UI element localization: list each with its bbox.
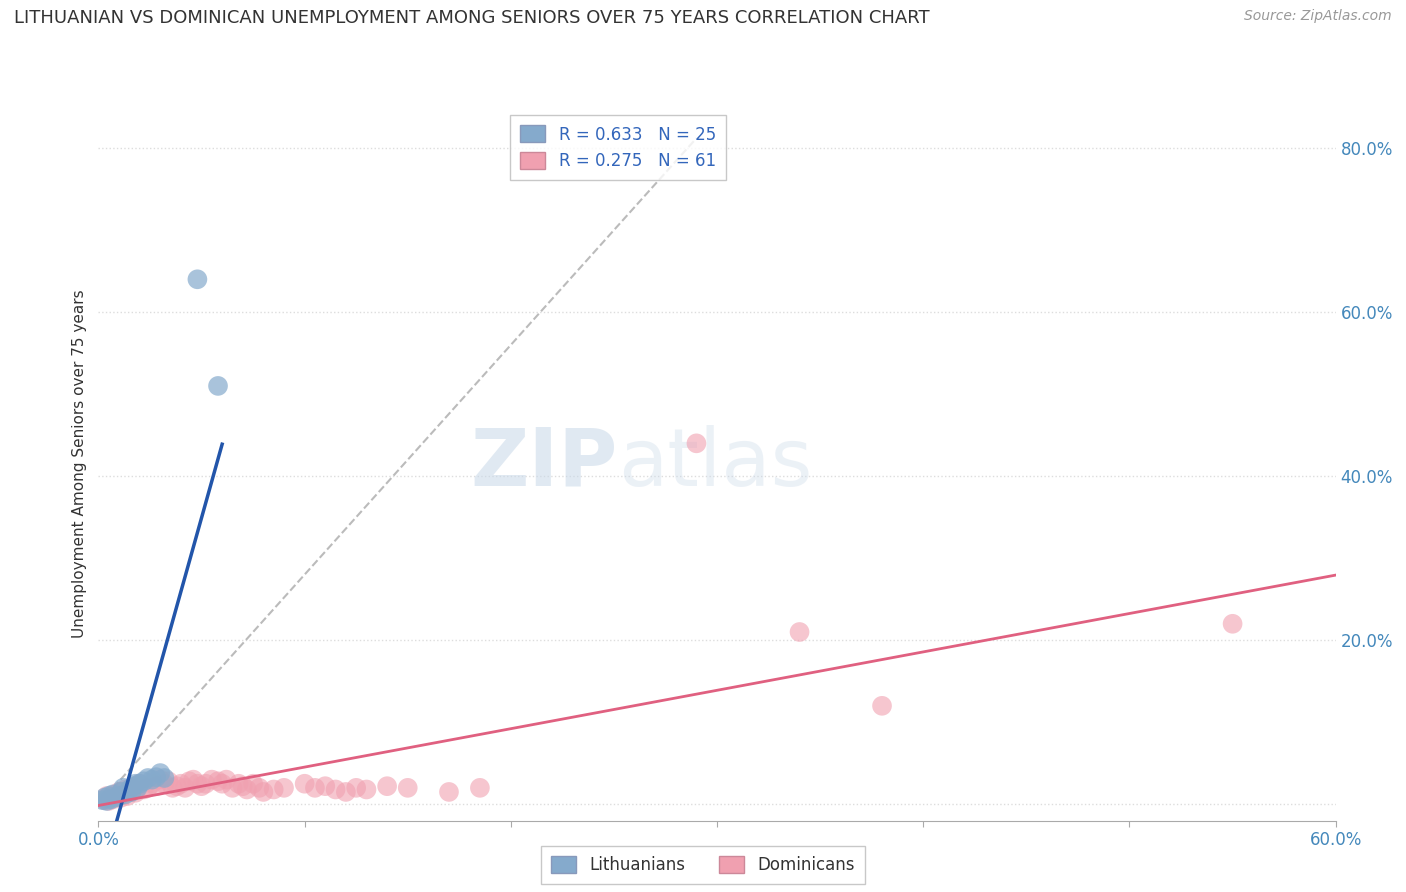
Point <box>179 774 201 789</box>
Point <box>149 766 172 780</box>
Point <box>96 789 118 803</box>
Point <box>117 789 139 803</box>
Point <box>247 780 270 795</box>
Point <box>112 780 135 795</box>
Point <box>101 788 124 802</box>
Point <box>211 777 233 791</box>
Point <box>127 780 149 795</box>
Point <box>789 625 811 640</box>
Point <box>100 790 122 805</box>
Point <box>221 780 243 795</box>
Point <box>108 785 131 799</box>
Point <box>110 785 132 799</box>
Point <box>190 779 212 793</box>
Point <box>252 785 274 799</box>
Point <box>104 790 127 805</box>
Point <box>118 785 141 799</box>
Point <box>110 790 132 805</box>
Point <box>108 789 131 803</box>
Point <box>201 772 224 787</box>
Legend: Lithuanians, Dominicans: Lithuanians, Dominicans <box>541 846 865 884</box>
Point <box>101 792 124 806</box>
Point <box>870 698 893 713</box>
Point <box>132 782 155 797</box>
Point <box>207 379 229 393</box>
Point <box>396 780 419 795</box>
Point <box>335 785 357 799</box>
Point <box>100 792 122 806</box>
Point <box>145 779 167 793</box>
Point <box>141 777 163 791</box>
Point <box>153 777 176 791</box>
Point <box>127 779 149 793</box>
Point <box>242 777 264 791</box>
Point <box>356 782 378 797</box>
Point <box>128 777 150 791</box>
Point <box>207 774 229 789</box>
Point <box>314 779 336 793</box>
Point <box>215 772 238 787</box>
Text: Source: ZipAtlas.com: Source: ZipAtlas.com <box>1244 9 1392 23</box>
Point <box>344 780 367 795</box>
Point <box>149 772 172 787</box>
Point <box>166 779 188 793</box>
Point <box>174 780 197 795</box>
Point <box>186 777 208 791</box>
Point <box>186 272 208 286</box>
Point <box>170 777 193 791</box>
Point <box>93 790 115 805</box>
Point <box>194 777 217 791</box>
Y-axis label: Unemployment Among Seniors over 75 years: Unemployment Among Seniors over 75 years <box>72 290 87 638</box>
Point <box>91 793 114 807</box>
Point <box>105 789 128 803</box>
Point <box>96 794 118 808</box>
Point <box>141 772 163 787</box>
Point <box>304 780 326 795</box>
Point <box>132 774 155 789</box>
Point <box>685 436 707 450</box>
Point <box>124 777 146 791</box>
Point <box>122 782 145 797</box>
Text: LITHUANIAN VS DOMINICAN UNEMPLOYMENT AMONG SENIORS OVER 75 YEARS CORRELATION CHA: LITHUANIAN VS DOMINICAN UNEMPLOYMENT AMO… <box>14 9 929 27</box>
Point <box>120 785 142 799</box>
Point <box>128 777 150 791</box>
Point <box>93 793 115 807</box>
Point <box>1222 616 1244 631</box>
Point <box>468 780 491 795</box>
Point <box>375 779 398 793</box>
Point <box>112 788 135 802</box>
Legend: R = 0.633   N = 25, R = 0.275   N = 61: R = 0.633 N = 25, R = 0.275 N = 61 <box>510 115 725 180</box>
Point <box>236 782 259 797</box>
Point <box>228 777 250 791</box>
Point <box>114 788 136 802</box>
Point <box>232 779 254 793</box>
Point <box>97 789 120 803</box>
Point <box>145 770 167 784</box>
Point <box>104 788 127 802</box>
Point <box>437 785 460 799</box>
Point <box>294 777 316 791</box>
Point <box>124 786 146 800</box>
Text: ZIP: ZIP <box>471 425 619 503</box>
Point <box>325 782 347 797</box>
Point <box>181 772 204 787</box>
Point <box>157 774 180 789</box>
Point <box>118 782 141 797</box>
Text: atlas: atlas <box>619 425 813 503</box>
Point <box>153 771 176 785</box>
Point <box>136 780 159 795</box>
Point <box>273 780 295 795</box>
Point <box>114 782 136 797</box>
Point <box>97 794 120 808</box>
Point <box>263 782 285 797</box>
Point <box>120 780 142 795</box>
Point <box>162 780 184 795</box>
Point <box>136 771 159 785</box>
Point <box>122 779 145 793</box>
